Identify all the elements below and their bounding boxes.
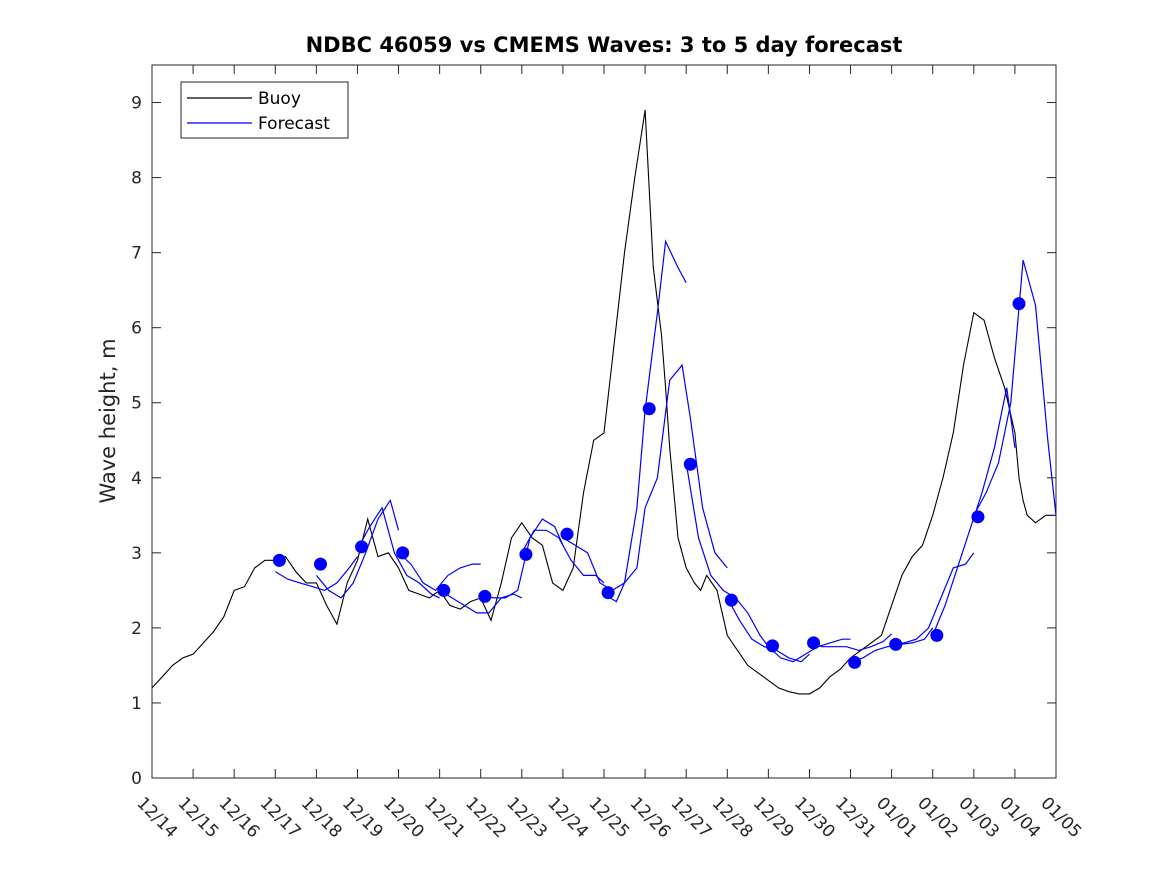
y-tick-label: 9 xyxy=(131,94,142,114)
x-tick-label: 01/01 xyxy=(872,793,921,842)
forecast-line xyxy=(644,363,728,569)
forecast-marker xyxy=(272,553,286,567)
y-tick-label: 5 xyxy=(131,394,142,414)
y-tick-label: 2 xyxy=(131,619,142,639)
y-tick-label: 0 xyxy=(131,769,142,789)
forecast-line xyxy=(274,556,358,592)
forecast-marker xyxy=(519,547,533,561)
forecast-markers xyxy=(272,297,1026,669)
legend-buoy-label: Buoy xyxy=(258,89,301,109)
forecast-marker xyxy=(683,457,697,471)
y-tick-label: 8 xyxy=(131,169,142,189)
forecast-marker xyxy=(560,527,574,541)
x-tick-label: 01/03 xyxy=(954,793,1003,842)
forecast-marker xyxy=(396,546,410,560)
forecast-marker xyxy=(1012,297,1026,311)
x-tick-label: 12/19 xyxy=(338,793,387,842)
forecast-marker xyxy=(437,583,451,597)
forecast-line xyxy=(973,259,1057,516)
plot-frame xyxy=(151,64,1057,779)
buoy-line xyxy=(151,109,1056,695)
y-axis-label: Wave height, m xyxy=(96,338,120,503)
chart-title: NDBC 46059 vs CMEMS Waves: 3 to 5 day fo… xyxy=(306,33,903,57)
x-tick-label: 01/05 xyxy=(1036,793,1085,842)
y-tick-label: 3 xyxy=(131,544,142,564)
forecast-marker xyxy=(601,586,615,600)
forecast-marker xyxy=(971,510,985,524)
forecast-line xyxy=(480,518,564,599)
forecast-line xyxy=(767,638,851,663)
forecast-line xyxy=(891,552,975,645)
forecast-marker xyxy=(478,589,492,603)
y-axis: 0 1 2 3 4 5 6 7 8 9 xyxy=(131,94,1056,789)
y-tick-label: 6 xyxy=(131,319,142,339)
legend-forecast-label: Forecast xyxy=(258,114,330,134)
legend-box xyxy=(180,81,349,139)
x-tick-label: 12/20 xyxy=(379,793,428,842)
x-tick-label: 12/28 xyxy=(708,793,757,842)
forecast-marker xyxy=(930,628,944,642)
x-tick-label: 12/31 xyxy=(831,793,880,842)
x-tick-label: 12/22 xyxy=(461,793,510,842)
forecast-marker xyxy=(642,402,656,416)
forecast-marker xyxy=(355,540,369,554)
forecast-marker xyxy=(765,639,779,653)
y-tick-label: 4 xyxy=(131,469,142,489)
x-tick-label: 01/04 xyxy=(995,793,1044,842)
forecast-marker xyxy=(807,636,821,650)
x-tick-label: 12/14 xyxy=(132,793,181,842)
forecast-line xyxy=(356,506,440,599)
x-tick-label: 12/25 xyxy=(584,793,633,842)
forecast-marker xyxy=(724,593,738,607)
plot-area xyxy=(151,64,1057,779)
forecast-line xyxy=(521,529,605,584)
x-tick-label: 12/27 xyxy=(667,793,716,842)
forecast-line xyxy=(398,552,481,592)
x-tick-label: 12/30 xyxy=(790,793,839,842)
x-tick-label: 12/18 xyxy=(297,793,346,842)
y-tick-label: 1 xyxy=(131,694,142,714)
x-tick-label: 12/24 xyxy=(543,793,592,842)
x-tick-label: 12/26 xyxy=(626,793,675,842)
x-tick-label: 12/16 xyxy=(215,793,264,842)
forecast-line xyxy=(809,633,893,652)
y-tick-label: 7 xyxy=(131,244,142,264)
forecast-line xyxy=(315,498,400,599)
x-tick-label: 01/02 xyxy=(913,793,962,842)
forecast-marker xyxy=(889,637,903,651)
legend: Buoy Forecast xyxy=(180,81,349,139)
forecast-marker xyxy=(848,655,862,669)
forecast-marker xyxy=(313,557,327,571)
x-tick-label: 12/29 xyxy=(749,793,798,842)
x-tick-label: 12/17 xyxy=(256,793,305,842)
x-tick-label: 12/21 xyxy=(420,793,469,842)
x-tick-label: 12/23 xyxy=(502,793,551,842)
x-tick-label: 12/15 xyxy=(174,793,223,842)
